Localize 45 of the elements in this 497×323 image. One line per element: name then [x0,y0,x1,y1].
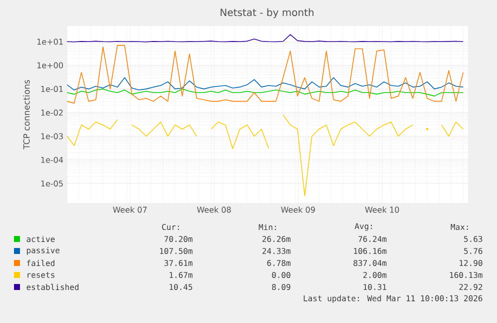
text: 37.61m [164,260,192,266]
text: Cur: [162,224,179,230]
text: 76.24m [358,236,386,242]
legend-label: failed [26,260,54,266]
text: 1.67m [170,272,192,278]
text: 6.78m [267,260,290,266]
text: Max: [450,224,468,230]
legend-label: established [26,284,78,290]
x-tick-label: Week 09 [281,206,315,213]
text: 106.16m [354,248,386,254]
y-tick-label: 1e-03 [41,133,63,140]
y-tick-label: 1e-05 [41,180,63,187]
text: 24.33m [262,248,290,254]
text: 5.76 [464,248,482,254]
text: 22.92 [459,284,482,290]
legend-label: passive [26,247,60,255]
y-tick-label: 1e-02 [41,110,63,116]
legend-label: active [26,236,55,242]
text: 8.09 [272,284,290,290]
text: 26.26m [262,236,290,242]
text: 12.90 [460,260,482,266]
text: 5.63 [464,236,482,242]
y-tick-label: 1e-04 [41,156,64,163]
text: 2.00m [363,272,386,278]
text: 0.00 [272,272,290,278]
line-series [67,77,464,90]
x-tick-label: Week 08 [197,206,231,213]
y-tick-label: 1e+01 [37,38,63,45]
text: 837.04m [354,260,386,266]
text: 10.45 [170,284,192,290]
chart-title: Netstat - by month [220,8,314,18]
x-tick-label: Week 07 [112,206,147,213]
x-tick-label: Week 10 [365,206,399,213]
legend-label: resets [28,272,54,278]
text: 10.31 [364,284,386,290]
text: Avg: [354,223,372,231]
y-tick-label: 1e-01 [41,86,63,92]
text: 70.20m [164,236,192,242]
y-tick-label: 1e+00 [37,62,63,68]
text: 107.50m [160,248,192,254]
text: 160.13m [450,272,482,278]
text: Last update: Wed Mar 11 10:00:13 2026 [304,295,482,303]
line-series [67,34,464,42]
y-axis-title: TCP connections [23,80,30,150]
text: Min: [258,224,276,230]
